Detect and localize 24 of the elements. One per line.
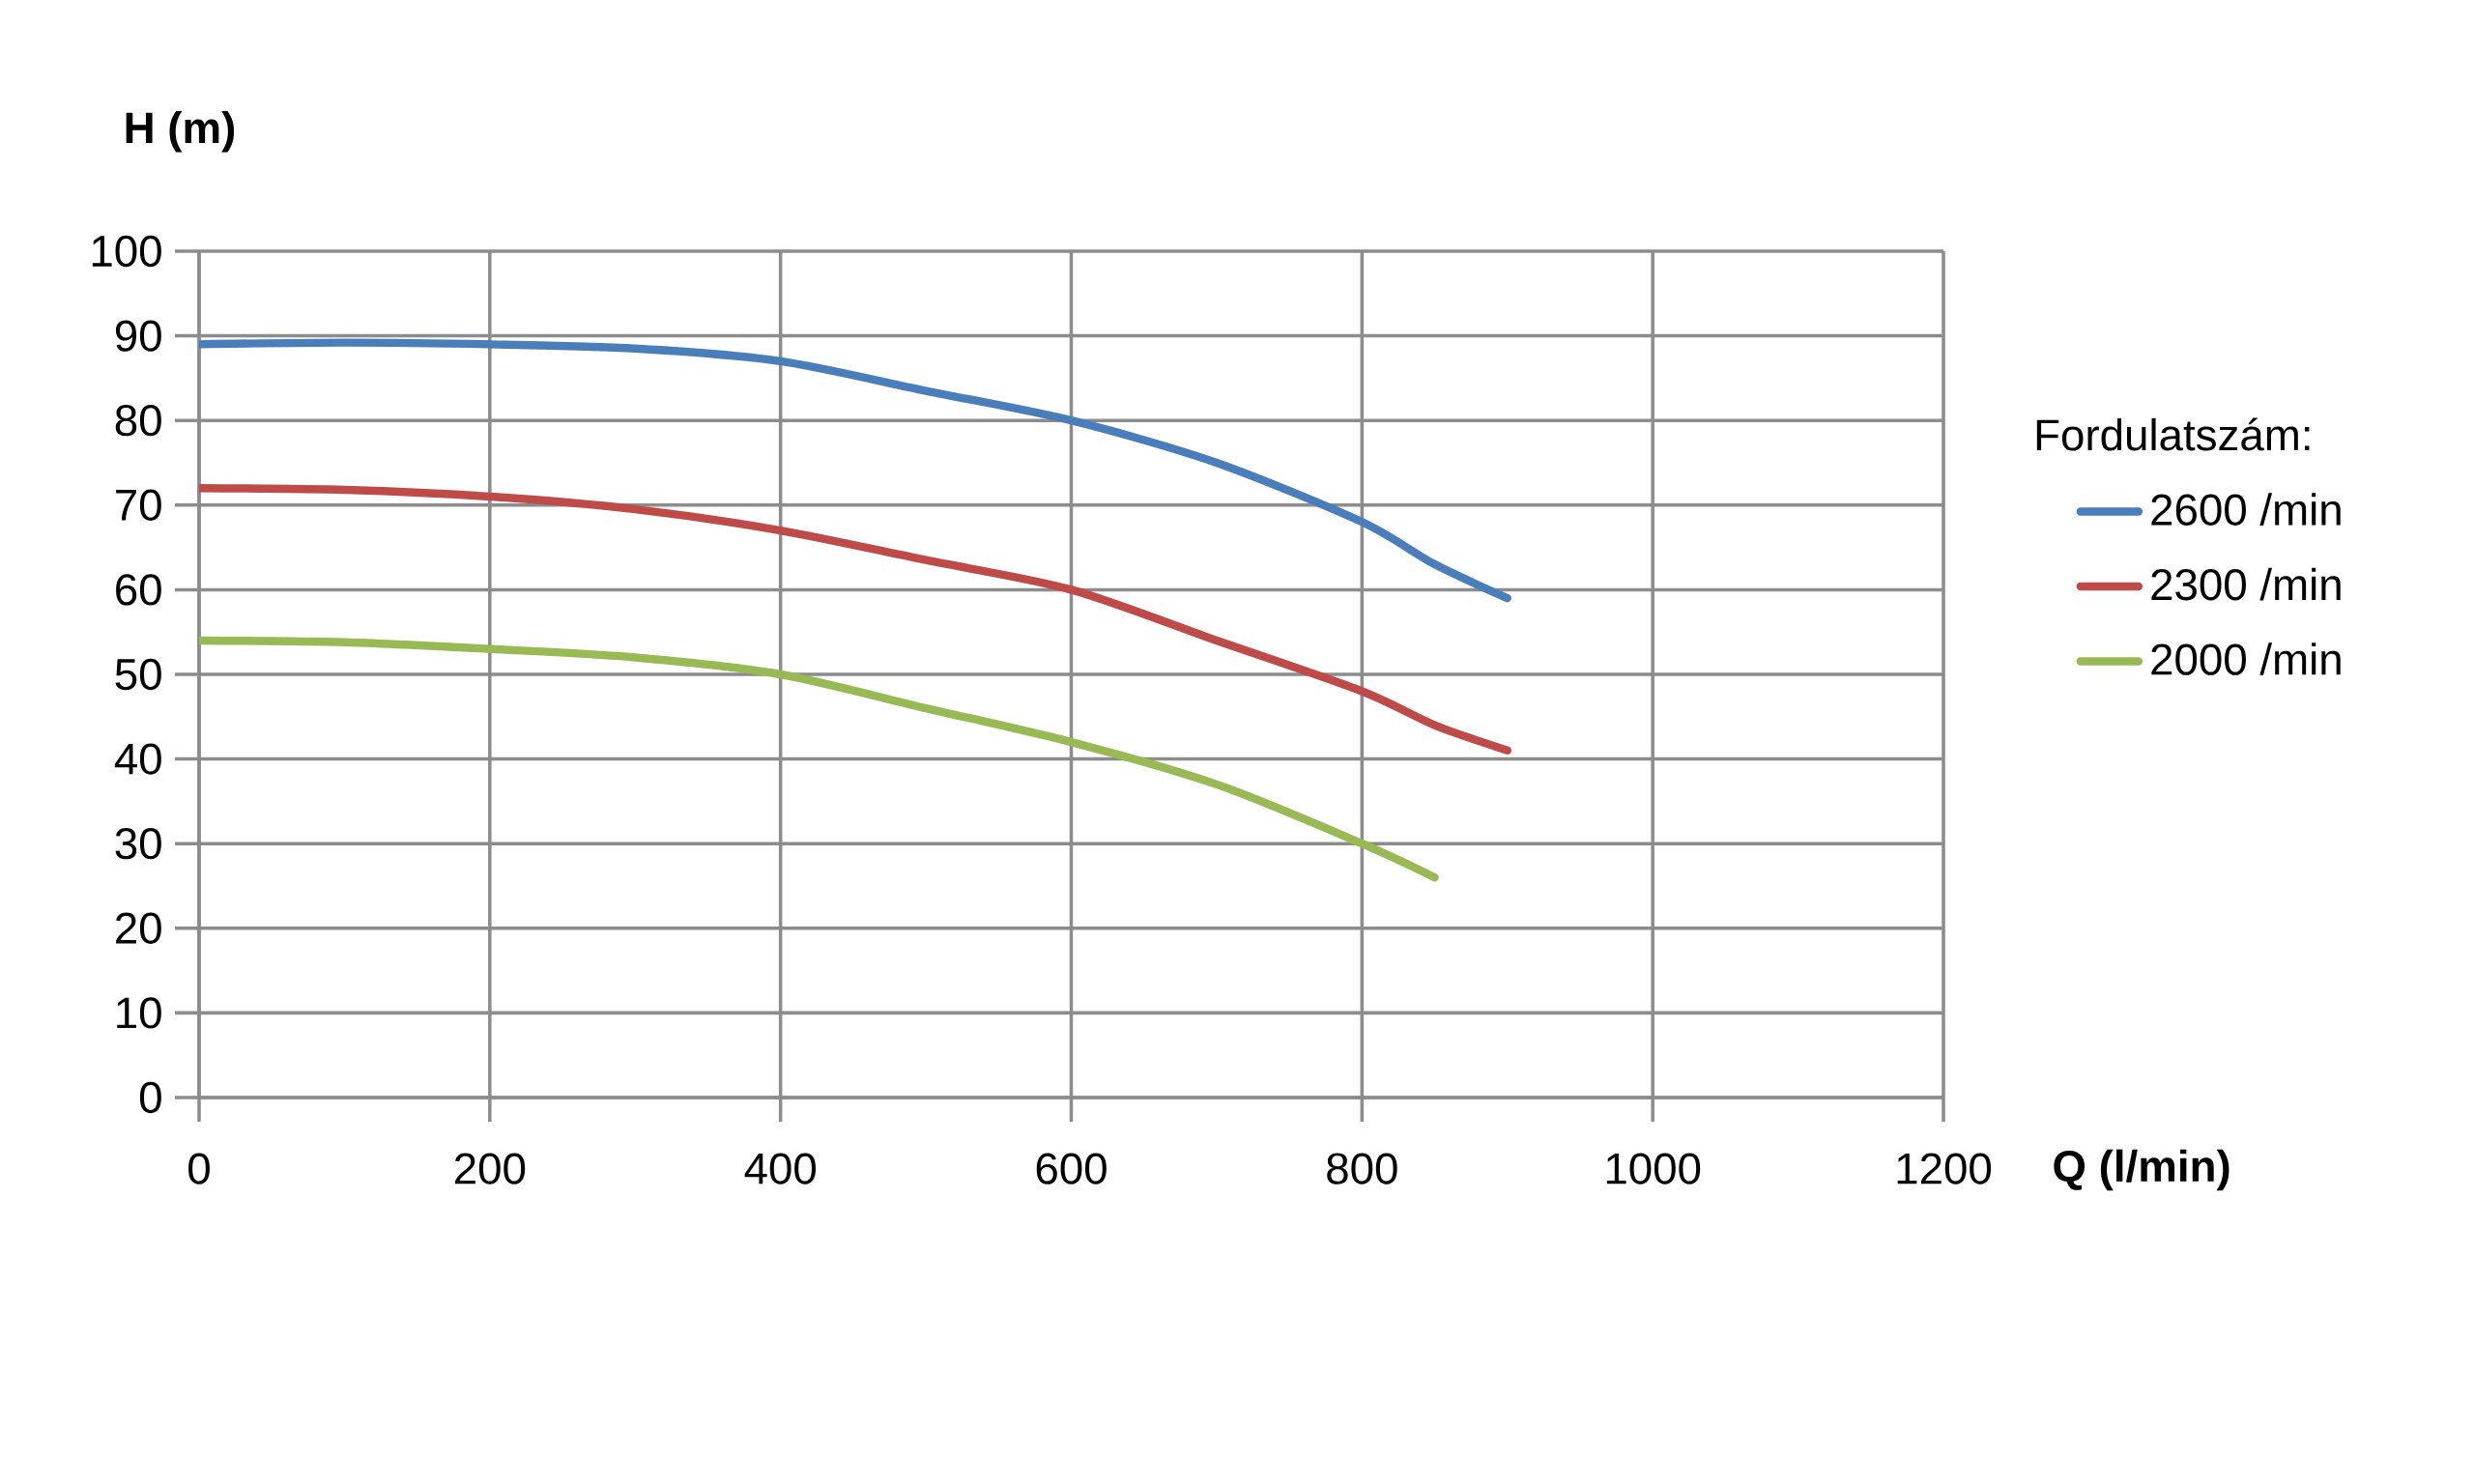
legend-label: 2600 /min	[2151, 493, 2341, 526]
x-tick-label: 1000	[1606, 1153, 1701, 1184]
x-tick-label: 0	[188, 1153, 210, 1184]
y-axis-title: H (m)	[126, 110, 235, 153]
y-tick-label: 60	[116, 574, 161, 606]
legend-label: 2300 /min	[2151, 567, 2341, 601]
y-tick-label: 100	[92, 235, 161, 268]
y-tick-label: 20	[116, 912, 161, 944]
x-axis-title: Q (l/min)	[2054, 1149, 2229, 1191]
y-tick-label: 10	[117, 997, 161, 1029]
legend-label: 2000 /min	[2151, 642, 2341, 675]
y-tick-label: 70	[116, 489, 161, 521]
y-tick-label: 40	[114, 743, 161, 775]
y-tick-label: 80	[115, 405, 161, 437]
legend-title: Fordulatszám:	[2036, 417, 2310, 451]
x-tick-label: 600	[1036, 1153, 1107, 1184]
y-tick-label: 90	[115, 320, 161, 352]
x-tick-label: 200	[455, 1153, 526, 1184]
y-tick-label: 50	[115, 658, 161, 691]
x-tick-label: 800	[1327, 1153, 1397, 1184]
y-tick-label: 30	[115, 827, 161, 860]
x-tick-label: 1200	[1897, 1153, 1992, 1184]
y-tick-label: 0	[139, 1081, 161, 1114]
x-tick-label: 400	[744, 1153, 817, 1184]
